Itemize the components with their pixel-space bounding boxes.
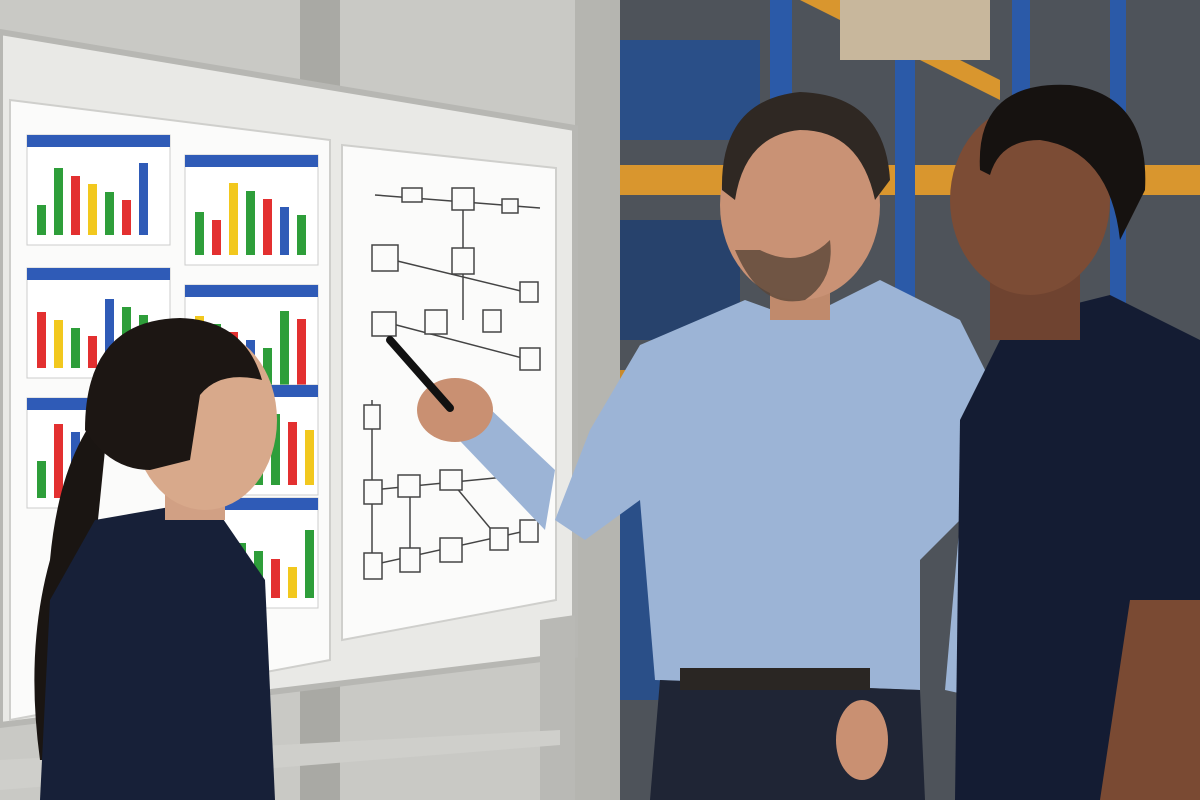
shelf-post	[895, 0, 915, 300]
chart-bar	[271, 559, 280, 598]
chart-bar	[305, 530, 314, 598]
flow-box	[401, 187, 423, 203]
chart-bar	[280, 311, 289, 385]
flow-box	[482, 309, 502, 333]
chart-header	[185, 155, 318, 167]
flow-box	[489, 527, 509, 551]
chart-bar	[280, 207, 289, 255]
chart-bar	[297, 319, 306, 385]
chart-header	[185, 285, 318, 297]
flow-box	[519, 281, 539, 303]
chart-bar	[271, 414, 280, 485]
chart-bar	[122, 200, 131, 235]
flow-box	[371, 244, 399, 272]
hair	[721, 92, 890, 200]
hair	[979, 84, 1146, 240]
blue-shirt	[555, 280, 1000, 700]
chart-bar	[212, 220, 221, 255]
flow-box	[363, 479, 383, 505]
chart-bar	[263, 348, 272, 385]
board-stand	[540, 615, 575, 800]
chart-bar	[54, 424, 63, 498]
chart-bar	[54, 320, 63, 368]
chart-bar	[54, 168, 63, 235]
arm	[1100, 600, 1200, 800]
flow-box	[451, 187, 475, 211]
flow-box	[501, 198, 519, 214]
flow-box	[363, 552, 383, 580]
chart-bar	[297, 215, 306, 255]
chart-bar	[305, 430, 314, 485]
flow-box	[439, 469, 463, 491]
chart-bar	[71, 328, 80, 368]
chart-bar	[105, 299, 114, 368]
flowchart	[363, 187, 541, 580]
flow-box	[451, 247, 475, 275]
chart-header	[27, 268, 170, 280]
flow-box	[519, 519, 539, 543]
chart-bar	[288, 422, 297, 485]
flow-box	[397, 474, 421, 498]
chart-bar	[71, 176, 80, 235]
belt	[680, 668, 870, 690]
chart-bar	[88, 184, 97, 235]
pallet-boxes	[840, 0, 990, 60]
chart-bar	[288, 567, 297, 598]
hand	[836, 700, 888, 780]
flow-box	[424, 309, 448, 335]
chart-bar	[88, 336, 97, 368]
hair	[85, 318, 262, 470]
flow-box	[363, 404, 381, 430]
chart-bar	[37, 205, 46, 235]
blue-crates	[620, 40, 760, 140]
navy-polo	[40, 500, 275, 800]
marker-pen	[386, 336, 454, 412]
chart-bar	[263, 199, 272, 255]
chart-bar	[195, 212, 204, 255]
chart-header	[27, 135, 170, 147]
flow-box	[371, 311, 397, 337]
beard	[735, 240, 831, 302]
chart-bar	[229, 183, 238, 255]
flow-box	[399, 547, 421, 573]
chart-bar	[37, 312, 46, 368]
flow-box	[439, 537, 463, 563]
chart-bar	[37, 461, 46, 498]
chart-header	[210, 498, 318, 510]
flow-box	[519, 347, 541, 371]
chart-bar	[105, 192, 114, 235]
chart-panel	[26, 134, 171, 246]
chart-header	[27, 398, 97, 410]
chart-bar	[246, 191, 255, 255]
chart-bar	[139, 163, 148, 235]
